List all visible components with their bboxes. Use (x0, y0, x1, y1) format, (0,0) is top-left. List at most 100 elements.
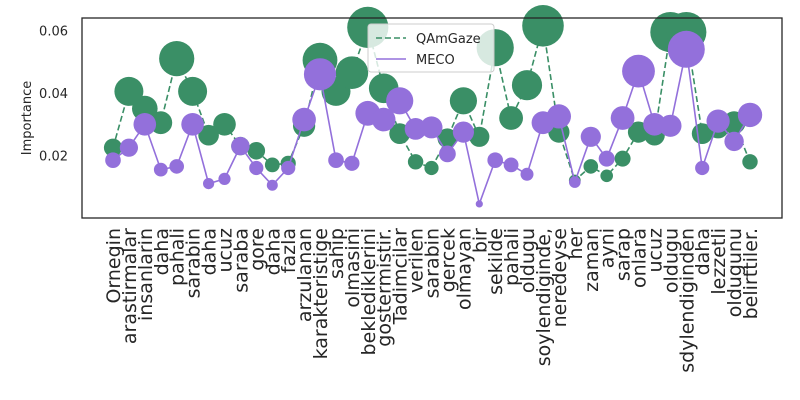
x-tick-label: pahali (167, 228, 189, 286)
data-point (203, 178, 215, 190)
data-point (546, 104, 572, 129)
data-point (659, 114, 682, 137)
data-point (511, 70, 543, 101)
data-point (600, 169, 613, 183)
legend-label: MECO (416, 53, 455, 68)
x-tick-label: gercek (437, 228, 459, 292)
data-point (503, 157, 519, 173)
data-point (247, 142, 266, 160)
x-tick-label: sarabin (183, 228, 205, 298)
x-tick-label: karakteristige (310, 228, 332, 359)
series-layer (103, 5, 763, 208)
legend-frame (367, 23, 495, 73)
data-point (437, 128, 458, 149)
data-point (742, 154, 758, 170)
data-point (737, 102, 763, 128)
x-tick-label: verilen (406, 228, 428, 293)
data-point (404, 117, 427, 140)
data-point (667, 30, 705, 68)
data-point (344, 155, 360, 171)
x-tick-label: bir (469, 228, 491, 253)
data-point (449, 87, 477, 115)
x-tick-label: Ornegin (103, 228, 125, 304)
data-point (249, 160, 264, 176)
data-point (499, 106, 523, 130)
x-tick-label: soylendiginde, (533, 228, 555, 366)
x-tick-label: gore (246, 228, 268, 271)
legend-label: QAmGaze (416, 32, 481, 47)
data-point (569, 176, 581, 188)
data-point (218, 172, 231, 185)
x-tick-label: fazla (278, 228, 300, 273)
x-tick-label: oldugu (517, 228, 539, 293)
data-point (371, 107, 396, 132)
x-axis: Orneginarastirmalarinsanlarindahapahalis… (103, 228, 762, 373)
data-point (469, 126, 490, 147)
y-axis-label: Importance (20, 81, 35, 156)
series-meco (105, 30, 763, 208)
data-point (103, 138, 123, 157)
data-point (119, 138, 138, 157)
data-point (695, 160, 710, 176)
x-tick-label: onlara (629, 228, 651, 288)
x-tick-label: ucuz (214, 228, 236, 273)
x-tick-label: sarap (613, 228, 635, 281)
x-tick-label: lezzetli (708, 228, 730, 295)
data-point (622, 54, 655, 88)
y-axis: 0.02 0.04 0.06 (39, 25, 68, 165)
x-tick-label: olmasini (342, 228, 364, 308)
data-point (178, 76, 208, 106)
data-point (159, 41, 195, 77)
x-tick-label: Tadimcilar (390, 228, 412, 326)
data-point (724, 131, 744, 152)
data-point (181, 113, 204, 136)
x-tick-label: daha (262, 228, 284, 275)
x-tick-label: sarabin (422, 228, 444, 298)
data-point (386, 87, 414, 115)
data-point (328, 152, 344, 168)
data-point (610, 106, 635, 130)
data-point (231, 136, 250, 156)
data-point (198, 124, 219, 146)
y-tick-label: 0.06 (39, 25, 68, 40)
x-tick-label: sahip (326, 228, 348, 279)
x-tick-label: pahali (501, 228, 523, 286)
data-point (266, 179, 278, 191)
data-point (439, 145, 456, 163)
x-tick-label: insanlarin (135, 228, 157, 321)
data-point (169, 159, 184, 174)
data-point (133, 113, 157, 136)
data-point (487, 152, 504, 168)
x-tick-label: sdylendiginden (676, 228, 698, 373)
data-point (420, 116, 443, 139)
plot-frame (81, 17, 783, 219)
y-tick-label: 0.04 (39, 87, 68, 102)
data-point (424, 160, 439, 176)
x-tick-label: sekilde (485, 228, 507, 295)
data-point (520, 167, 534, 181)
data-point (475, 200, 483, 208)
x-tick-label: daha (692, 228, 714, 275)
x-tick-label: daha (151, 228, 173, 275)
x-tick-label: neredeyse (549, 228, 571, 327)
x-tick-label: beklediklerini (358, 228, 380, 355)
data-point (452, 121, 474, 143)
x-tick-label: ucuz (644, 228, 666, 273)
data-point (598, 150, 615, 167)
data-point (580, 126, 601, 147)
x-tick-label: arastirmalar (119, 228, 141, 344)
data-point (281, 160, 296, 176)
x-tick-label: ayni (597, 228, 619, 268)
x-tick-label: belirttiler. (740, 228, 762, 319)
data-point (583, 159, 599, 174)
x-tick-label: her (565, 228, 587, 260)
data-point (614, 150, 631, 167)
x-tick-label: saraba (230, 228, 252, 293)
data-point (264, 157, 280, 173)
data-point (114, 76, 144, 106)
x-tick-label: daha (199, 228, 221, 275)
x-tick-label: olmayan (453, 228, 475, 310)
data-point (522, 5, 564, 47)
